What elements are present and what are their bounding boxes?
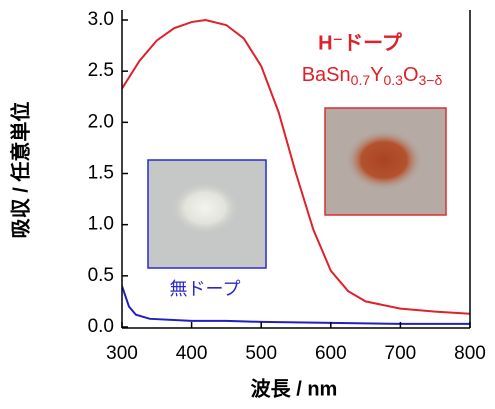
undoped-label: 無ドープ: [170, 279, 241, 299]
doped-label: H⁻ドープ: [318, 31, 403, 54]
x-tick-label: 300: [106, 343, 138, 364]
y-tick-label: 3.0: [88, 9, 114, 30]
line: [122, 285, 470, 325]
y-axis-label: 吸収 / 任意単位: [8, 102, 32, 239]
y-tick-label: 0.0: [88, 316, 114, 337]
x-tick-label: 800: [454, 343, 486, 364]
x-tick-label: 500: [245, 343, 277, 364]
x-tick-label: 400: [176, 343, 208, 364]
x-tick-label: 600: [315, 343, 347, 364]
formula: BaSn0.7Y0.3O3−δ: [302, 64, 443, 87]
y-tick-label: 1.5: [88, 163, 114, 184]
x-axis-label: 波長 / nm: [251, 377, 338, 400]
line: [122, 18, 470, 315]
photo-doped: [324, 107, 447, 216]
x-tick-label: 700: [385, 343, 417, 364]
photo-undoped: [147, 159, 267, 269]
y-tick-label: 0.5: [88, 265, 114, 286]
y-tick-label: 2.5: [88, 60, 114, 81]
y-tick-label: 1.0: [88, 214, 114, 235]
y-tick-label: 2.0: [88, 111, 114, 132]
